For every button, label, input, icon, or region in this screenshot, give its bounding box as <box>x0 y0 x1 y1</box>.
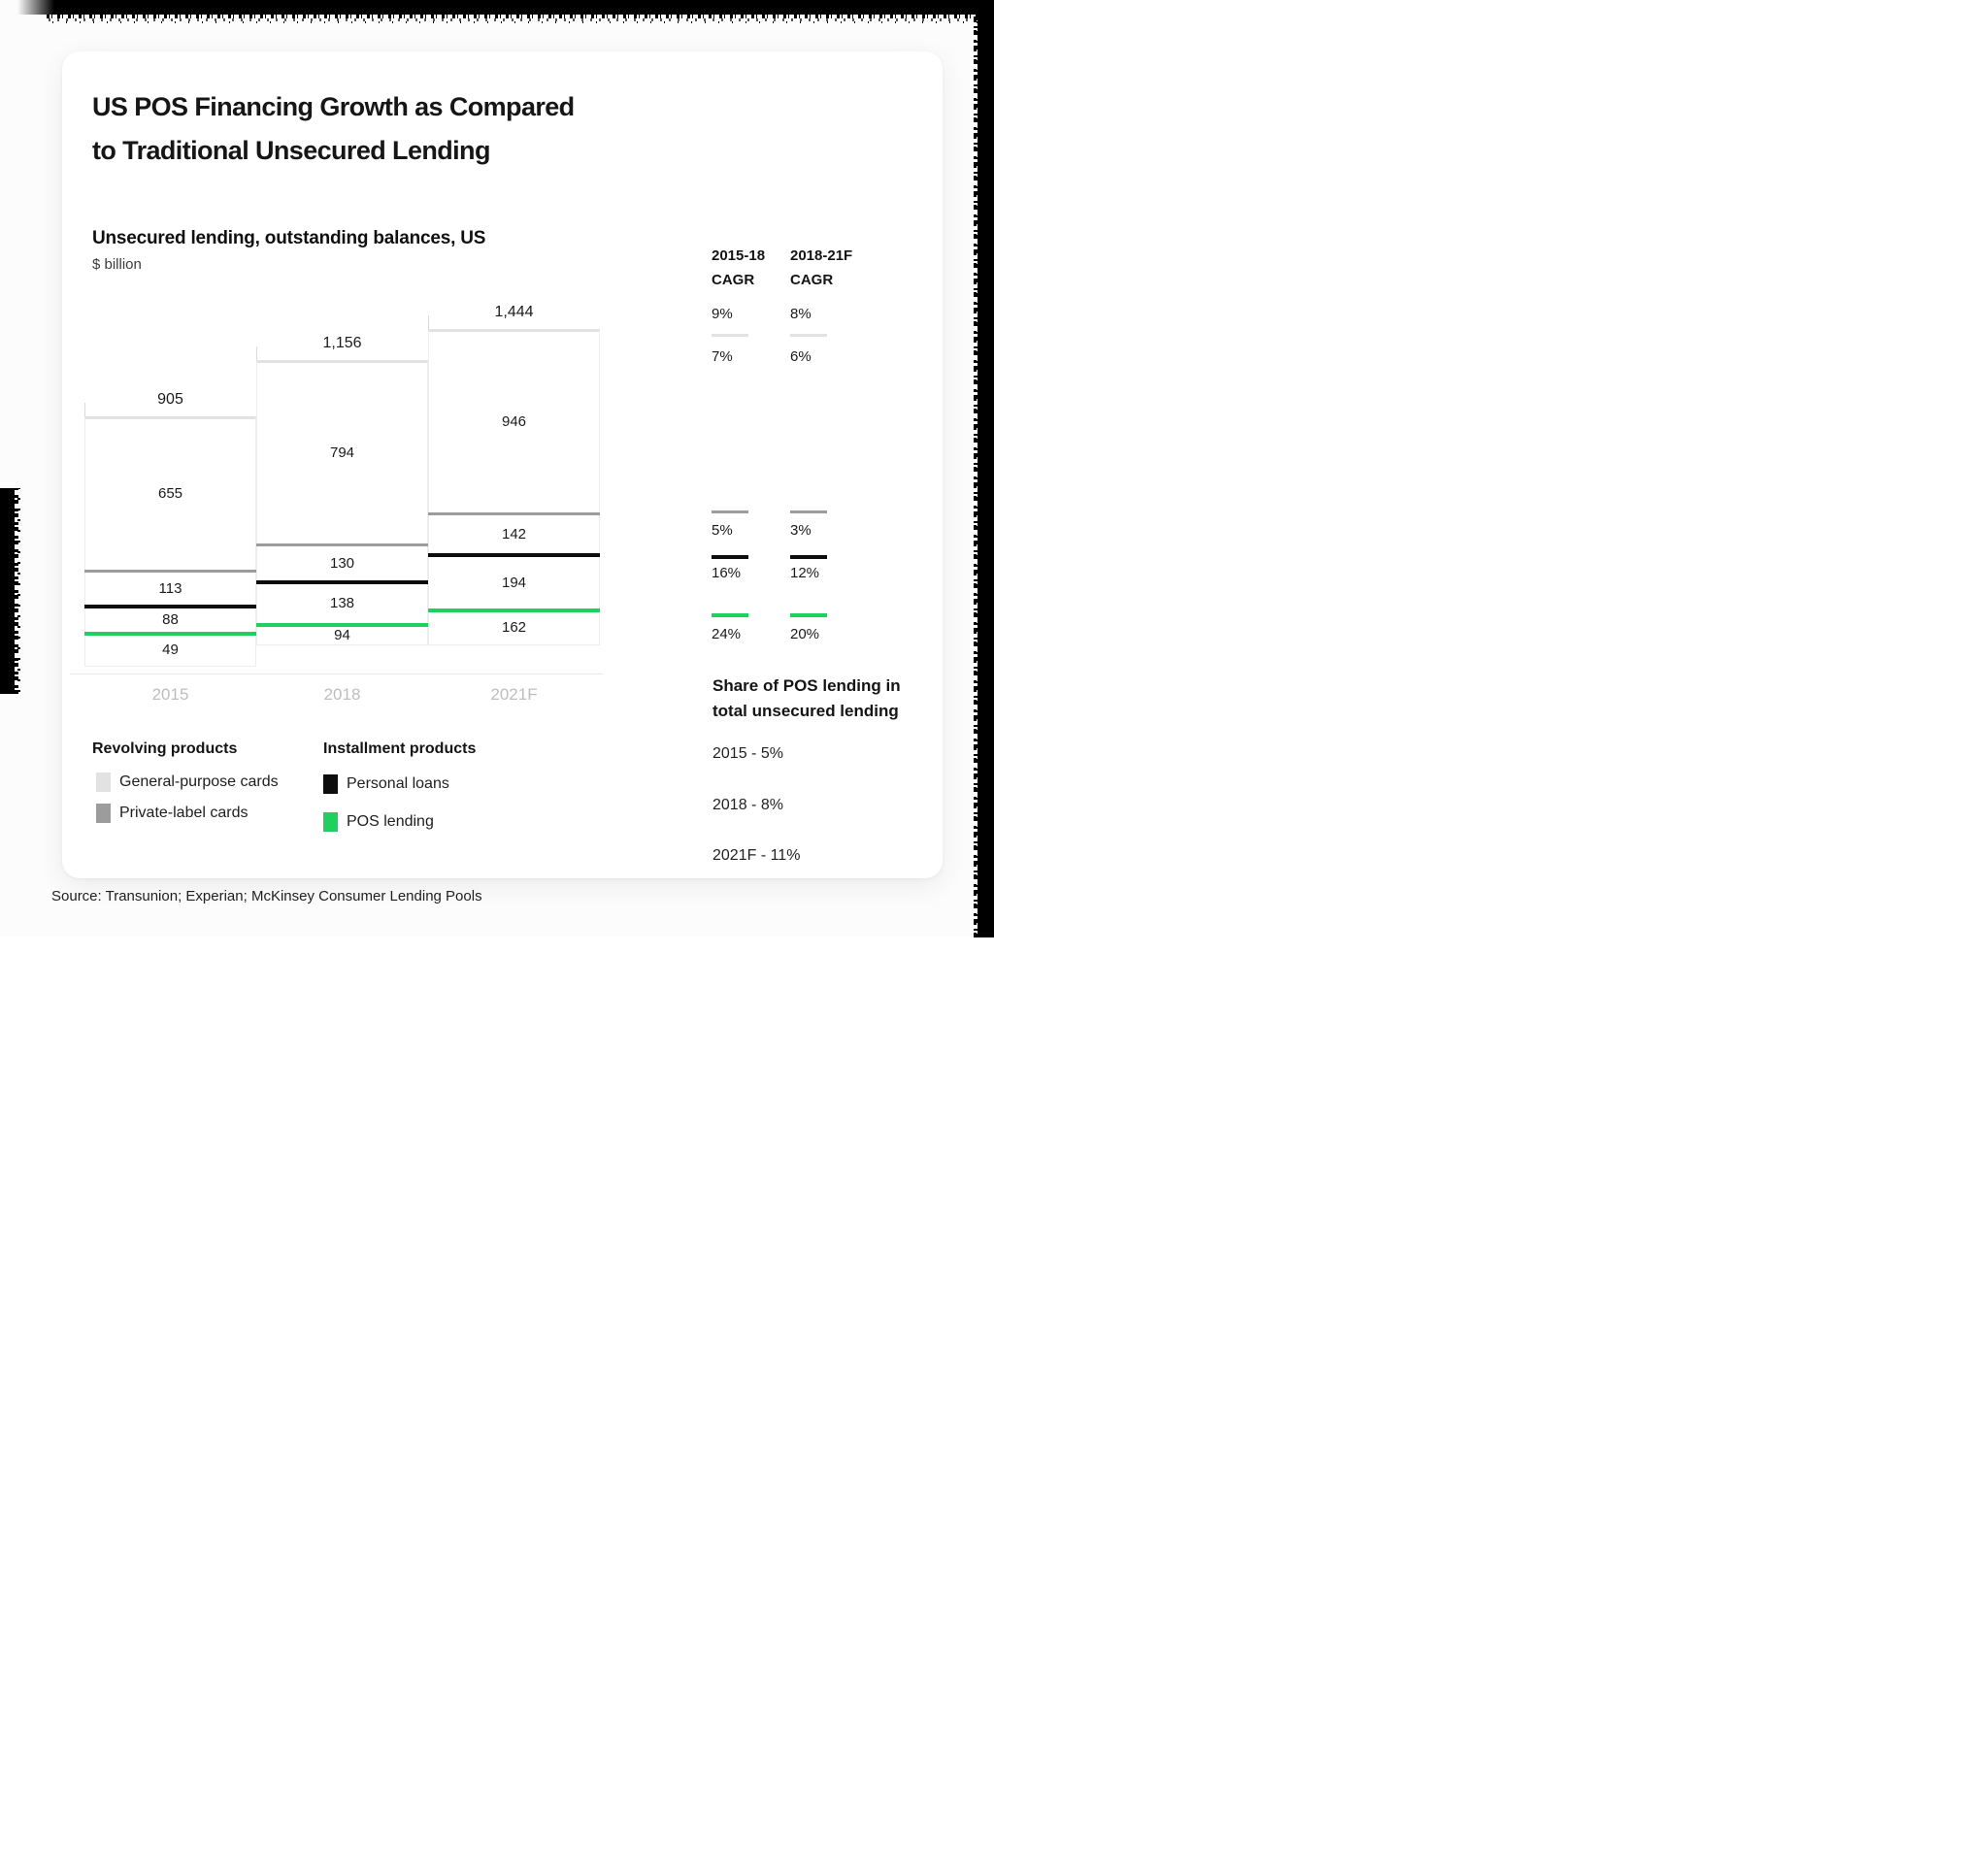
cagr-marker-pos-lending-1 <box>712 613 748 617</box>
legend-swatch-general-purpose-cards <box>96 773 111 792</box>
legend-item-personal-loans: Personal loans <box>323 774 449 794</box>
year-label-2018: 2018 <box>323 685 361 704</box>
divider-pos-lending-2018 <box>256 623 428 627</box>
value-label-general-purpose-cards-2015: 655 <box>157 485 183 502</box>
bar-2015 <box>84 416 256 667</box>
total-label-2015: 905 <box>157 391 183 408</box>
cagr-personal-loans-2015-18: 16% <box>712 565 742 581</box>
page-title: US POS Financing Growth as Compared to T… <box>92 85 575 173</box>
cagr-header-2018-21F: 2018-21F CAGR <box>790 247 853 288</box>
bar-top-tick-2021f <box>428 315 429 329</box>
bar-top-tick-2015 <box>84 403 85 416</box>
cagr-marker-personal-loans-1 <box>712 555 748 559</box>
divider-pos-lending-2015 <box>84 632 256 636</box>
divider-personal-loans-2018 <box>256 580 428 584</box>
cagr-marker-personal-loans-2 <box>790 555 827 559</box>
divider-private-label-cards-2021f <box>428 512 600 515</box>
cagr-personal-loans-2018-21F: 12% <box>790 565 820 581</box>
bar-2018 <box>256 360 428 645</box>
share-title: Share of POS lending in total unsecured … <box>712 676 901 720</box>
legend-item-private-label-cards: Private-label cards <box>96 804 248 823</box>
chart-unit-label: $ billion <box>92 256 142 273</box>
cagr-total-2018-21F: 8% <box>790 306 812 322</box>
value-label-private-label-cards-2018: 130 <box>329 555 355 572</box>
legend-swatch-pos-lending <box>323 812 338 832</box>
value-label-pos-lending-2015: 49 <box>162 641 179 658</box>
year-label-2015: 2015 <box>151 685 189 704</box>
value-label-personal-loans-2018: 138 <box>329 595 355 611</box>
page-title-line-1: US POS Financing Growth as Compared <box>92 92 575 121</box>
value-label-pos-lending-2021f: 162 <box>501 619 527 636</box>
chart-heading: Unsecured lending, outstanding balances,… <box>92 228 486 248</box>
page-title-line-2: to Traditional Unsecured Lending <box>92 136 490 165</box>
cagr-marker-private-label-cards-1 <box>712 510 748 513</box>
bar-top-tick-2018 <box>256 346 257 360</box>
legend-item-general-purpose-cards: General-purpose cards <box>96 773 279 792</box>
cagr-general-purpose-2018-21F: 6% <box>790 348 812 365</box>
divider-private-label-cards-2018 <box>256 543 428 546</box>
torn-edge-top <box>17 0 994 23</box>
value-label-private-label-cards-2021f: 142 <box>501 526 527 542</box>
cagr-private-label-2018-21F: 3% <box>790 522 812 539</box>
value-label-personal-loans-2015: 88 <box>162 611 179 628</box>
bar-2021f <box>428 329 600 645</box>
share-item-2018: 2018 - 8% <box>712 797 783 813</box>
cagr-private-label-2015-18: 5% <box>712 522 733 539</box>
torn-edge-left <box>0 488 21 694</box>
value-label-general-purpose-cards-2018: 794 <box>329 444 355 461</box>
value-label-general-purpose-cards-2021f: 946 <box>501 413 527 430</box>
value-label-private-label-cards-2015: 113 <box>158 580 182 597</box>
share-item-2015: 2015 - 5% <box>712 745 783 762</box>
total-label-2021f: 1,444 <box>494 304 534 320</box>
legend-swatch-personal-loans <box>323 774 338 794</box>
cagr-marker-private-label-cards-2 <box>790 510 827 513</box>
legend-group-installment-heading: Installment products <box>323 740 477 757</box>
year-label-2021f: 2021F <box>490 685 538 704</box>
divider-pos-lending-2021f <box>428 608 600 612</box>
screenshot-root: US POS Financing Growth as Compared to T… <box>0 0 994 937</box>
cagr-header-2015-18: 2015-18 CAGR <box>712 247 766 288</box>
share-item-2021F: 2021F - 11% <box>712 847 801 864</box>
source-note: Source: Transunion; Experian; McKinsey C… <box>51 888 482 904</box>
legend-group-revolving-heading: Revolving products <box>92 740 238 757</box>
cagr-pos-lending-2015-18: 24% <box>712 626 742 642</box>
cagr-marker-general-purpose-cards-2 <box>790 334 827 337</box>
divider-private-label-cards-2015 <box>84 570 256 573</box>
divider-personal-loans-2015 <box>84 605 256 608</box>
value-label-pos-lending-2018: 94 <box>334 627 350 643</box>
cagr-marker-pos-lending-2 <box>790 613 827 617</box>
cagr-general-purpose-2015-18: 7% <box>712 348 733 365</box>
torn-edge-right <box>971 0 994 937</box>
divider-personal-loans-2021f <box>428 553 600 557</box>
value-label-personal-loans-2021f: 194 <box>501 575 527 591</box>
cagr-marker-general-purpose-cards-1 <box>712 334 748 337</box>
legend-swatch-private-label-cards <box>96 804 111 823</box>
cagr-total-2015-18: 9% <box>712 306 733 322</box>
total-label-2018: 1,156 <box>322 335 362 351</box>
cagr-pos-lending-2018-21F: 20% <box>790 626 820 642</box>
legend-item-pos-lending: POS lending <box>323 812 434 832</box>
